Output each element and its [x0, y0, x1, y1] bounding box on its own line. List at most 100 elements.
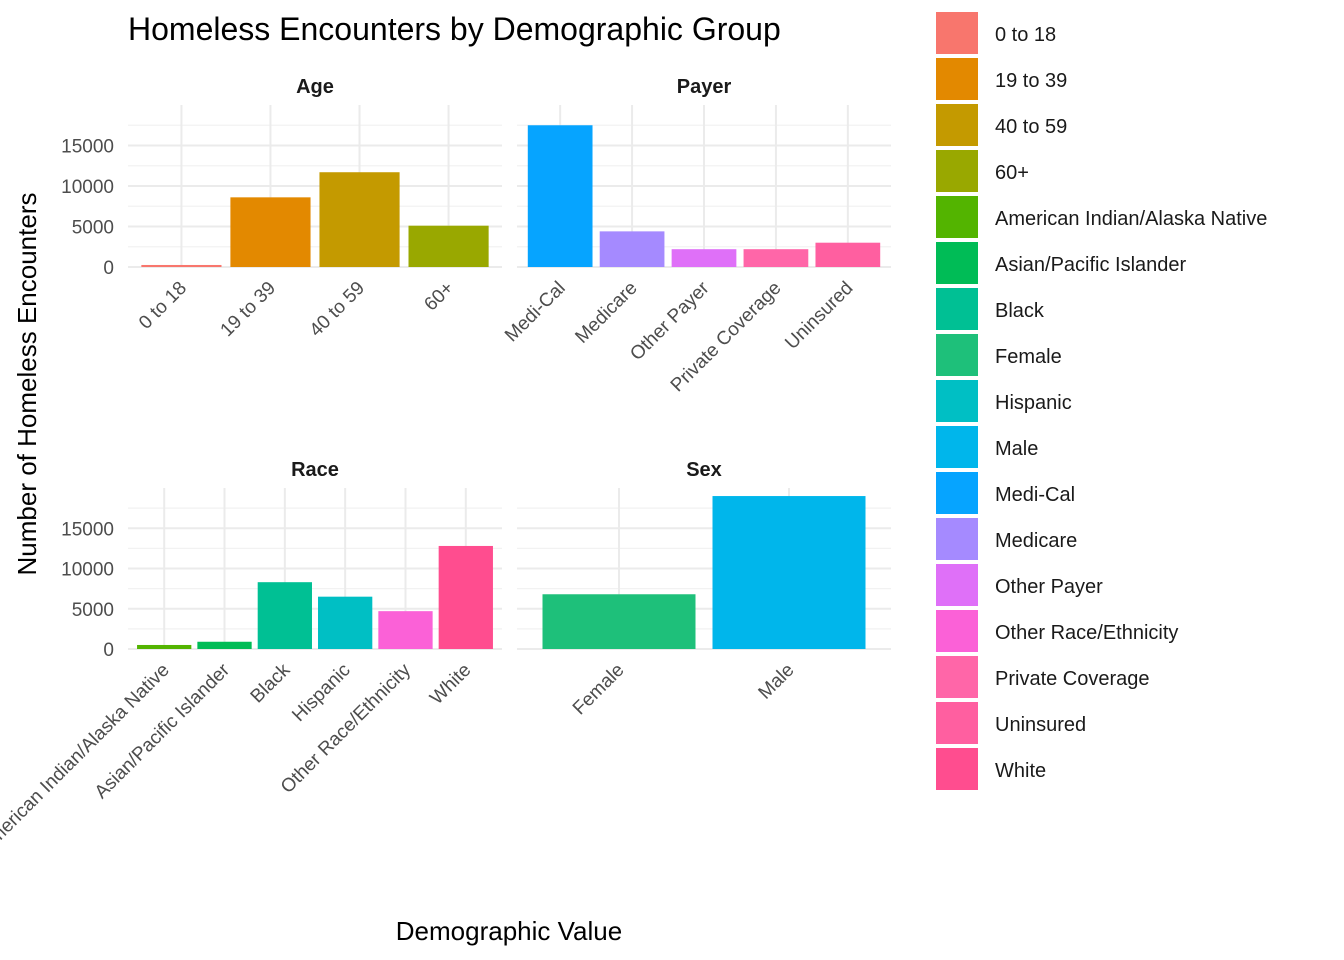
y-tick-label: 5000	[72, 218, 114, 239]
bar-40-to-59	[319, 172, 400, 267]
y-tick-label: 15000	[61, 519, 114, 540]
legend-swatch	[936, 472, 978, 514]
legend-label: Black	[995, 300, 1045, 322]
x-axis-title: Demographic Value	[396, 916, 622, 946]
chart-title: Homeless Encounters by Demographic Group	[128, 11, 781, 47]
legend-label: Asian/Pacific Islander	[995, 254, 1187, 276]
legend-item: Black	[936, 288, 1045, 330]
facet-panel-age: 0 to 18 19 to 39 40 to 59 60+ 0 5000 10000 1500…	[61, 76, 502, 341]
bar-other-race-ethnicity	[378, 611, 433, 649]
legend-label: Other Payer	[995, 576, 1103, 598]
bar-white	[438, 545, 493, 649]
y-tick-label: 0	[103, 640, 114, 661]
x-tick-label: Male	[755, 660, 799, 704]
legend-swatch	[936, 288, 978, 330]
legend-item: 19 to 39	[936, 58, 1067, 100]
legend-label: Hispanic	[995, 392, 1072, 414]
legend-label: 19 to 39	[995, 70, 1067, 92]
x-tick-label: Black	[247, 659, 295, 707]
legend-label: Private Coverage	[995, 668, 1150, 690]
legend-swatch	[936, 702, 978, 744]
legend-item: Medi-Cal	[936, 472, 1075, 514]
bar-asian-pacific-islander	[197, 641, 252, 649]
legend-swatch	[936, 12, 978, 54]
facet-title: Sex	[686, 459, 722, 481]
legend-item: American Indian/Alaska Native	[936, 196, 1267, 238]
legend-item: Other Race/Ethnicity	[936, 610, 1178, 652]
bar-19-to-39	[230, 197, 311, 267]
legend-swatch	[936, 150, 978, 192]
bar-0-to-18	[141, 264, 222, 267]
legend-swatch	[936, 104, 978, 146]
legend-label: 60+	[995, 162, 1029, 184]
legend-item: Medicare	[936, 518, 1077, 560]
legend-item: Uninsured	[936, 702, 1086, 744]
legend-label: American Indian/Alaska Native	[995, 208, 1267, 230]
y-tick-label: 5000	[72, 600, 114, 621]
legend-item: White	[936, 748, 1046, 790]
facet-panel-sex: Female Male Sex	[517, 459, 891, 719]
legend-label: 40 to 59	[995, 116, 1067, 138]
legend-swatch	[936, 518, 978, 560]
legend-label: Medi-Cal	[995, 484, 1075, 506]
legend: 0 to 18 19 to 39 40 to 59 60+ American India…	[936, 12, 1267, 790]
legend-swatch	[936, 380, 978, 422]
legend-swatch	[936, 334, 978, 376]
legend-swatch	[936, 196, 978, 238]
y-tick-label: 0	[103, 258, 114, 279]
legend-item: 60+	[936, 150, 1029, 192]
x-tick-label: Medicare	[571, 278, 641, 348]
facet-title: Payer	[677, 76, 732, 98]
legend-item: Male	[936, 426, 1038, 468]
legend-item: 40 to 59	[936, 104, 1067, 146]
x-tick-label: 60+	[420, 278, 458, 316]
legend-swatch	[936, 564, 978, 606]
x-tick-label: White	[426, 660, 475, 709]
legend-item: Private Coverage	[936, 656, 1150, 698]
y-axis-title: Number of Homeless Encounters	[12, 193, 42, 576]
bar-female	[542, 594, 696, 649]
x-tick-label: Medi-Cal	[501, 278, 570, 347]
legend-label: Medicare	[995, 530, 1077, 552]
bar-uninsured	[815, 242, 881, 267]
legend-item: 0 to 18	[936, 12, 1056, 54]
facet-panel-race: American Indian/Alaska NativeAsian/Pacif…	[0, 459, 502, 857]
x-tick-label: 0 to 18	[135, 278, 191, 334]
bar-black	[257, 582, 312, 649]
x-tick-label: 19 to 39	[217, 278, 280, 341]
legend-label: Female	[995, 346, 1062, 368]
legend-item: Hispanic	[936, 380, 1072, 422]
bar-other-payer	[671, 249, 737, 267]
legend-label: Other Race/Ethnicity	[995, 622, 1178, 644]
y-tick-label: 10000	[61, 560, 114, 581]
x-tick-label: 40 to 59	[306, 278, 369, 341]
x-tick-label: Uninsured	[781, 278, 857, 354]
legend-label: 0 to 18	[995, 24, 1056, 46]
x-tick-label: Female	[569, 660, 629, 720]
bar-medicare	[599, 231, 665, 267]
legend-swatch	[936, 656, 978, 698]
bar-medi-cal	[527, 125, 593, 267]
legend-swatch	[936, 58, 978, 100]
bar-hispanic	[318, 596, 373, 649]
legend-item: Other Payer	[936, 564, 1103, 606]
facet-title: Race	[291, 459, 339, 481]
legend-label: Male	[995, 438, 1038, 460]
legend-swatch	[936, 610, 978, 652]
legend-swatch	[936, 426, 978, 468]
legend-swatch	[936, 242, 978, 284]
bar-60-	[408, 225, 489, 267]
y-tick-label: 10000	[61, 177, 114, 198]
bar-american-indian-alaska-native	[137, 644, 192, 649]
legend-swatch	[936, 748, 978, 790]
bar-private-coverage	[743, 249, 809, 267]
legend-item: Female	[936, 334, 1062, 376]
facet-title: Age	[296, 76, 334, 98]
bar-male	[712, 496, 866, 649]
legend-label: Uninsured	[995, 714, 1086, 736]
facet-panels: 0 to 18 19 to 39 40 to 59 60+ 0 5000 10000 1500…	[0, 76, 891, 857]
legend-label: White	[995, 760, 1046, 782]
y-tick-label: 15000	[61, 137, 114, 158]
